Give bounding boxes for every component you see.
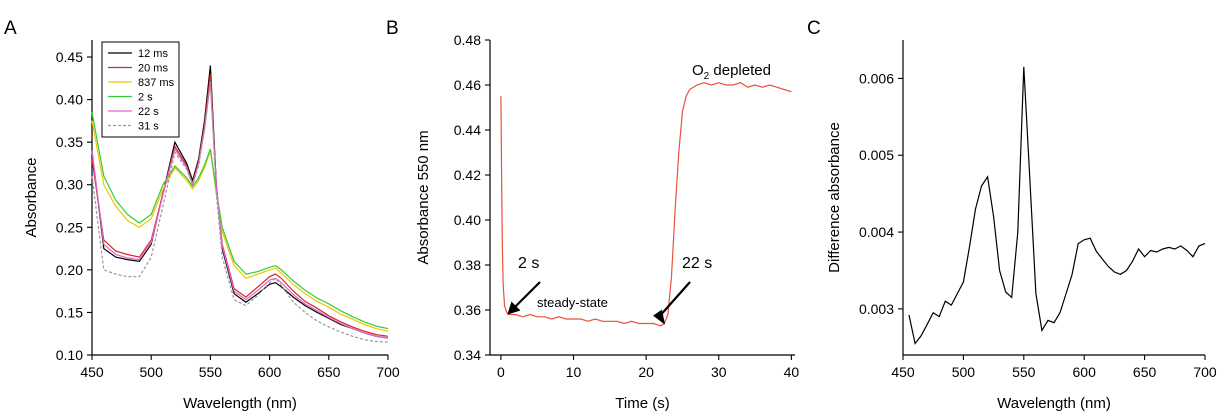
- panel-c-chart: 450 500 550 600 650 700 0.003 0.004 0.005 0.006 Wa…: [826, 40, 1217, 412]
- panel-a-legend: [101, 41, 180, 138]
- panel-a-y-axis-title: Absorbance: [23, 157, 40, 237]
- panel-b-arrow-2s: [512, 281, 541, 310]
- panel-b-series-line-0: [500, 82, 792, 327]
- panel-a-y-tick-label: 0.10: [56, 347, 83, 363]
- panel-b-annotation-steady-state: steady-state: [537, 295, 608, 310]
- panel-a-series-line-2-s: [91, 112, 389, 330]
- panel-c-y-axis-title: Difference absorbance: [826, 122, 843, 273]
- panel-a-x-tick-label: 550: [199, 364, 223, 380]
- panel-b-y-tick-label: 0.44: [454, 122, 481, 138]
- panel-b-arrow-22s: [660, 281, 691, 316]
- panel-a-series-line-837-ms: [91, 120, 389, 332]
- panel-a-chart: 450 500 550 600 650 700 0.10 0.15 0.20 0.25 0.30 0.…: [23, 40, 400, 412]
- panel-a-legend-label: 31 s: [138, 121, 159, 133]
- panel-b-y-tick-label: 0.36: [454, 302, 481, 318]
- panel-b-x-tick-label: 10: [566, 364, 582, 380]
- panel-a-y-tick-label: 0.30: [56, 177, 83, 193]
- panel-b-y-tick-label: 0.42: [454, 167, 481, 183]
- panel-label-b: B: [386, 18, 399, 39]
- panel-c-x-tick-label: 700: [1193, 364, 1217, 380]
- panel-c-x-tick-label: 650: [1133, 364, 1157, 380]
- panel-c-y-tick-label: 0.003: [859, 301, 894, 317]
- panel-a-x-tick-label: 450: [80, 364, 104, 380]
- panel-a-x-tick-label: 500: [140, 364, 164, 380]
- panel-a-legend-label: 837 ms: [138, 77, 175, 89]
- panel-label-c: C: [807, 18, 821, 39]
- panel-b-y-axis-title: Absorbance 550 nm: [415, 130, 432, 264]
- panel-c-y-tick-label: 0.005: [859, 147, 894, 163]
- panel-b-x-tick-label: 30: [711, 364, 727, 380]
- panel-a-x-tick-label: 700: [376, 364, 400, 380]
- panel-a-x-tick-label: 650: [317, 364, 341, 380]
- panel-a-y-tick-label: 0.45: [56, 49, 83, 65]
- panel-a-y-tick-label: 0.20: [56, 262, 83, 278]
- panel-b-annotation-o2-depleted: O2 depleted: [692, 62, 771, 82]
- panel-b-annotation-2s: 2 s: [518, 255, 539, 272]
- panel-a-legend-label: 2 s: [138, 92, 153, 104]
- panel-b-y-tick-label: 0.34: [454, 347, 481, 363]
- panel-c-x-tick-label: 600: [1073, 364, 1097, 380]
- panel-a-legend-label: 22 s: [138, 106, 159, 118]
- panel-b-annotation-22s: 22 s: [682, 255, 712, 272]
- panel-c-x-tick-label: 500: [952, 364, 976, 380]
- panel-c-y-tick-label: 0.006: [859, 70, 894, 86]
- panel-a-series-line-22-s: [91, 82, 389, 339]
- panel-c-x-tick-label: 450: [891, 364, 915, 380]
- panel-a-y-tick-label: 0.35: [56, 134, 83, 150]
- panel-a-y-tick-label: 0.25: [56, 219, 83, 235]
- panel-b-x-axis-title: Time (s): [615, 395, 669, 412]
- panel-a-y-tick-label: 0.40: [56, 92, 83, 108]
- panel-b-y-tick-label: 0.48: [454, 32, 481, 48]
- panel-a-legend-label: 20 ms: [138, 63, 168, 75]
- panel-b-y-tick-label: 0.40: [454, 212, 481, 228]
- panel-b-chart: 0 10 20 30 40 0.34 0.36 0.38 0.40 0.42 0.44 0.46 0.4…: [415, 32, 799, 412]
- panel-b-y-tick-label: 0.46: [454, 77, 481, 93]
- panel-b-arrowhead-22s: [653, 309, 666, 325]
- panel-c-series-line-0: [908, 66, 1206, 345]
- panel-c-y-tick-label: 0.004: [859, 224, 894, 240]
- panel-a-x-tick-label: 600: [258, 364, 282, 380]
- panel-c-x-axis-title: Wavelength (nm): [997, 395, 1111, 412]
- panel-b-y-tick-label: 0.38: [454, 257, 481, 273]
- panel-c-x-tick-label: 550: [1012, 364, 1036, 380]
- panel-a-series-line-31-s: [91, 80, 389, 343]
- panel-a-legend-label: 12 ms: [138, 48, 168, 60]
- panel-b-x-tick-label: 40: [784, 364, 800, 380]
- panel-a-y-tick-label: 0.15: [56, 304, 83, 320]
- panel-a-series-line-12-ms: [91, 65, 389, 339]
- panel-b-x-tick-label: 20: [638, 364, 654, 380]
- panel-a-x-axis-title: Wavelength (nm): [183, 395, 297, 412]
- panel-label-a: A: [4, 18, 17, 39]
- panel-b-arrowhead-2s: [507, 301, 521, 315]
- panel-b-x-tick-label: 0: [497, 364, 505, 380]
